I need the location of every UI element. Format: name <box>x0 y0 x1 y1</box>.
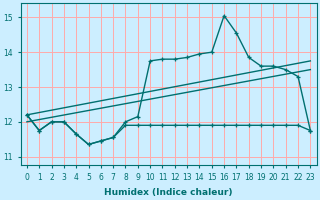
X-axis label: Humidex (Indice chaleur): Humidex (Indice chaleur) <box>104 188 233 197</box>
